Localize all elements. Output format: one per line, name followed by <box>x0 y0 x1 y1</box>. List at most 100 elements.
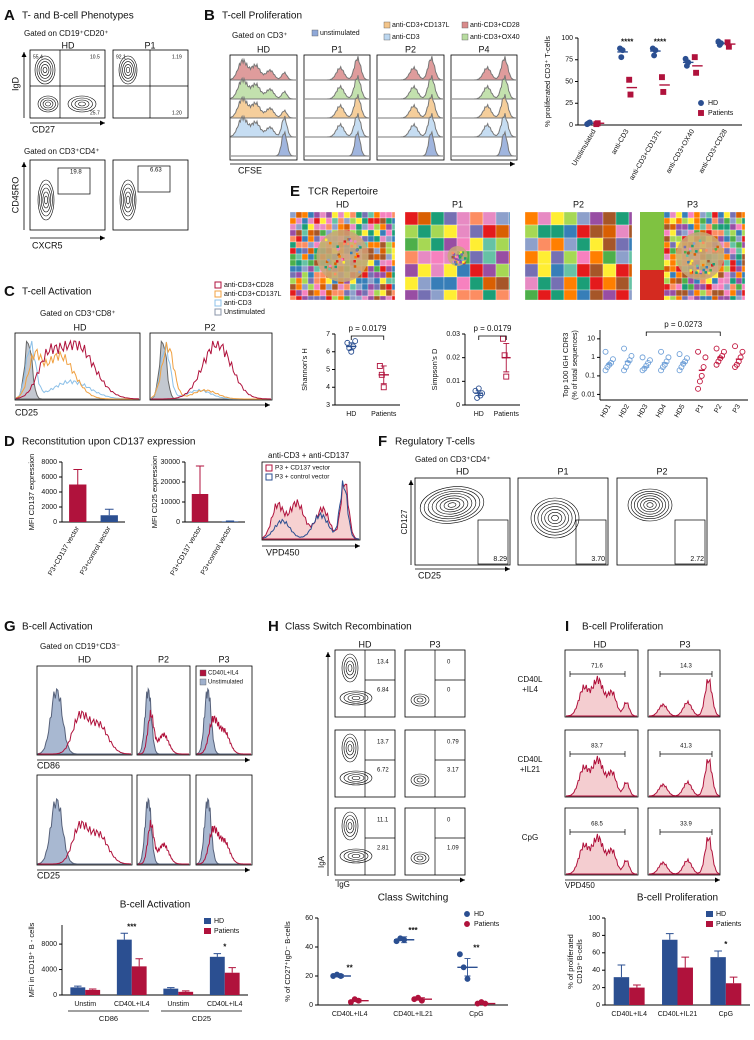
mosaic-tile <box>295 223 303 231</box>
mosaic-tile <box>711 264 714 267</box>
mosaic-tile <box>334 262 337 265</box>
label: HD <box>74 322 87 332</box>
bar <box>613 977 630 1005</box>
point <box>695 385 701 392</box>
label: HD <box>336 199 349 209</box>
mosaic-tile <box>319 223 327 231</box>
mosaic-tile <box>711 277 719 285</box>
y-tick-label: 0 <box>309 1002 313 1009</box>
mosaic-tile <box>550 289 565 301</box>
mosaic-tile <box>508 224 511 239</box>
point <box>464 911 470 917</box>
label: IgD <box>10 77 20 92</box>
mosaic-tile <box>295 211 303 219</box>
error-bar <box>617 964 626 978</box>
significance: *** <box>408 926 418 935</box>
mosaic-tile <box>741 295 746 301</box>
mosaic-tile <box>319 211 327 219</box>
mosaic-tile <box>367 283 375 291</box>
mosaic-tile <box>349 295 357 301</box>
mosaic-tile <box>729 217 737 225</box>
mosaic-tile <box>693 217 701 225</box>
mosaic-tile <box>379 217 387 225</box>
mosaic-tile <box>495 211 510 226</box>
label: VPD450 <box>266 547 300 557</box>
mosaic-tile <box>313 229 321 237</box>
mosaic-tile <box>741 241 746 249</box>
error-bar <box>348 342 355 351</box>
arrow-head <box>100 120 105 126</box>
mosaic-tile <box>313 223 321 231</box>
point <box>676 351 683 358</box>
mosaic-tile <box>735 253 743 261</box>
gate-value: 0 <box>447 818 451 824</box>
mosaic-tile <box>675 289 683 297</box>
gate-box <box>477 519 509 565</box>
mosaic-tile <box>349 211 357 219</box>
mosaic-tile <box>301 277 309 285</box>
point <box>715 358 722 365</box>
mosaic-tile <box>455 255 459 259</box>
plot-frame <box>229 54 298 161</box>
contour <box>343 772 369 784</box>
error-bar <box>167 987 175 989</box>
point <box>698 100 704 106</box>
mosaic-tile <box>524 276 539 291</box>
mosaic-tile <box>723 235 731 243</box>
error-bar <box>135 958 143 967</box>
histogram <box>196 715 251 755</box>
y-tick-label: 75 <box>565 57 573 64</box>
legend-swatch <box>214 299 222 307</box>
y-tick-label: 40 <box>305 944 313 951</box>
contour <box>343 737 357 759</box>
mosaic-tile <box>301 235 309 243</box>
mosaic-tile <box>729 235 737 243</box>
legend-label: P3 + CD137 vector <box>275 465 331 472</box>
y-tick-label: 7 <box>326 331 330 338</box>
contour <box>435 495 469 515</box>
panel-letter: C <box>4 283 15 300</box>
bar <box>677 967 693 1005</box>
error-bar <box>482 1002 489 1005</box>
mosaic-tile <box>711 289 719 297</box>
legend-swatch <box>461 21 469 29</box>
legend-label: Patients <box>708 110 734 117</box>
bar <box>662 939 678 1005</box>
y-tick-label: 20000 <box>161 479 181 486</box>
y-tick-label: 0.01 <box>446 378 460 385</box>
mosaic-tile <box>735 241 743 249</box>
contour <box>551 514 559 522</box>
contour <box>37 95 59 113</box>
mosaic-tile <box>455 257 458 261</box>
error-bar <box>380 365 387 385</box>
label: IgA <box>317 855 326 868</box>
contour <box>343 657 357 679</box>
mosaic-tile <box>295 253 303 261</box>
label: CFSE <box>238 165 262 175</box>
mosaic-tile <box>295 277 303 285</box>
gate-value: 55.4 <box>33 54 43 60</box>
mosaic-tile <box>391 253 396 261</box>
mosaic-tile <box>289 229 297 237</box>
mosaic-tile <box>693 283 701 291</box>
mosaic-tile <box>343 223 351 231</box>
bar <box>725 983 742 1005</box>
contour <box>347 694 365 702</box>
mosaic-tile <box>319 229 327 237</box>
legend-label: Patients <box>716 921 742 928</box>
contour <box>547 511 563 525</box>
mosaic-tile <box>707 259 710 263</box>
histogram <box>305 113 370 138</box>
contour <box>34 55 56 85</box>
gate-value: 13.4 <box>377 660 389 666</box>
contour <box>78 101 86 107</box>
mosaic-tile <box>729 247 737 255</box>
mosaic-tile <box>741 229 746 237</box>
mosaic-tile <box>675 271 683 279</box>
contour <box>345 818 355 834</box>
mosaic-tile <box>696 266 699 269</box>
mosaic-tile <box>615 263 630 278</box>
mosaic-tile <box>451 251 454 255</box>
legend-label: Patients <box>214 928 240 935</box>
mosaic-tile <box>417 276 432 291</box>
